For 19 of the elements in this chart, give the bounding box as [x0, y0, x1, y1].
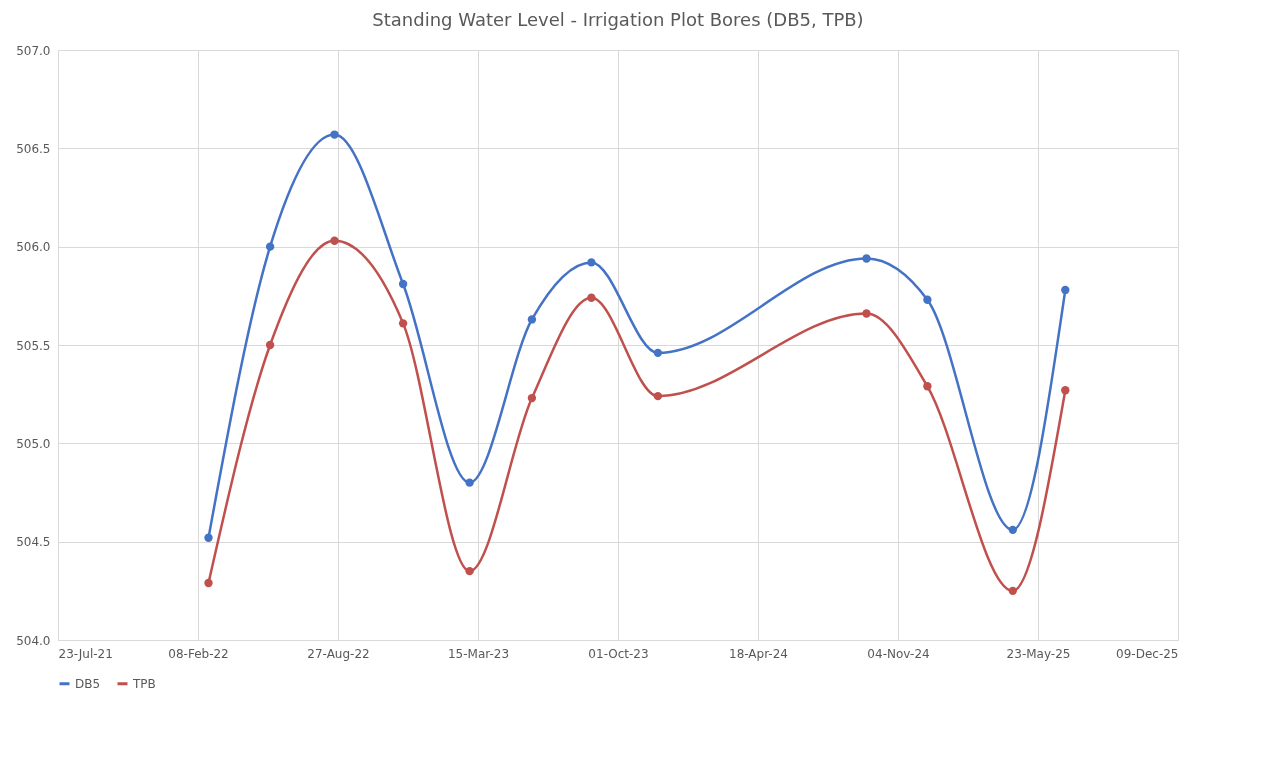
y-tick-label: 506.5 [16, 141, 51, 156]
y-tick-label: 506.0 [16, 240, 51, 255]
legend-label: DB5 [75, 676, 101, 691]
chart-title: Standing Water Level - Irrigation Plot Bores (DB5, TPB) [372, 9, 864, 30]
y-tick-label: 507.0 [16, 43, 51, 58]
x-tick-label: 18-Apr-24 [729, 646, 788, 661]
legend-label: TPB [132, 676, 156, 691]
x-tick-label: 08-Feb-22 [168, 646, 229, 661]
x-tick-label: 09-Dec-25 [1116, 646, 1179, 661]
y-tick-label: 505.5 [16, 338, 51, 353]
y-tick-label: 504.0 [16, 633, 51, 648]
y-tick-label: 504.5 [16, 535, 51, 550]
y-tick-label: 505.0 [16, 436, 51, 451]
x-tick-label: 23-May-25 [1006, 646, 1071, 661]
x-tick-label: 15-Mar-23 [447, 646, 510, 661]
x-tick-label: 27-Aug-22 [307, 646, 370, 661]
x-tick-label: 23-Jul-21 [58, 646, 113, 661]
x-tick-label: 04-Nov-24 [867, 646, 930, 661]
x-tick-label: 01-Oct-23 [588, 646, 649, 661]
